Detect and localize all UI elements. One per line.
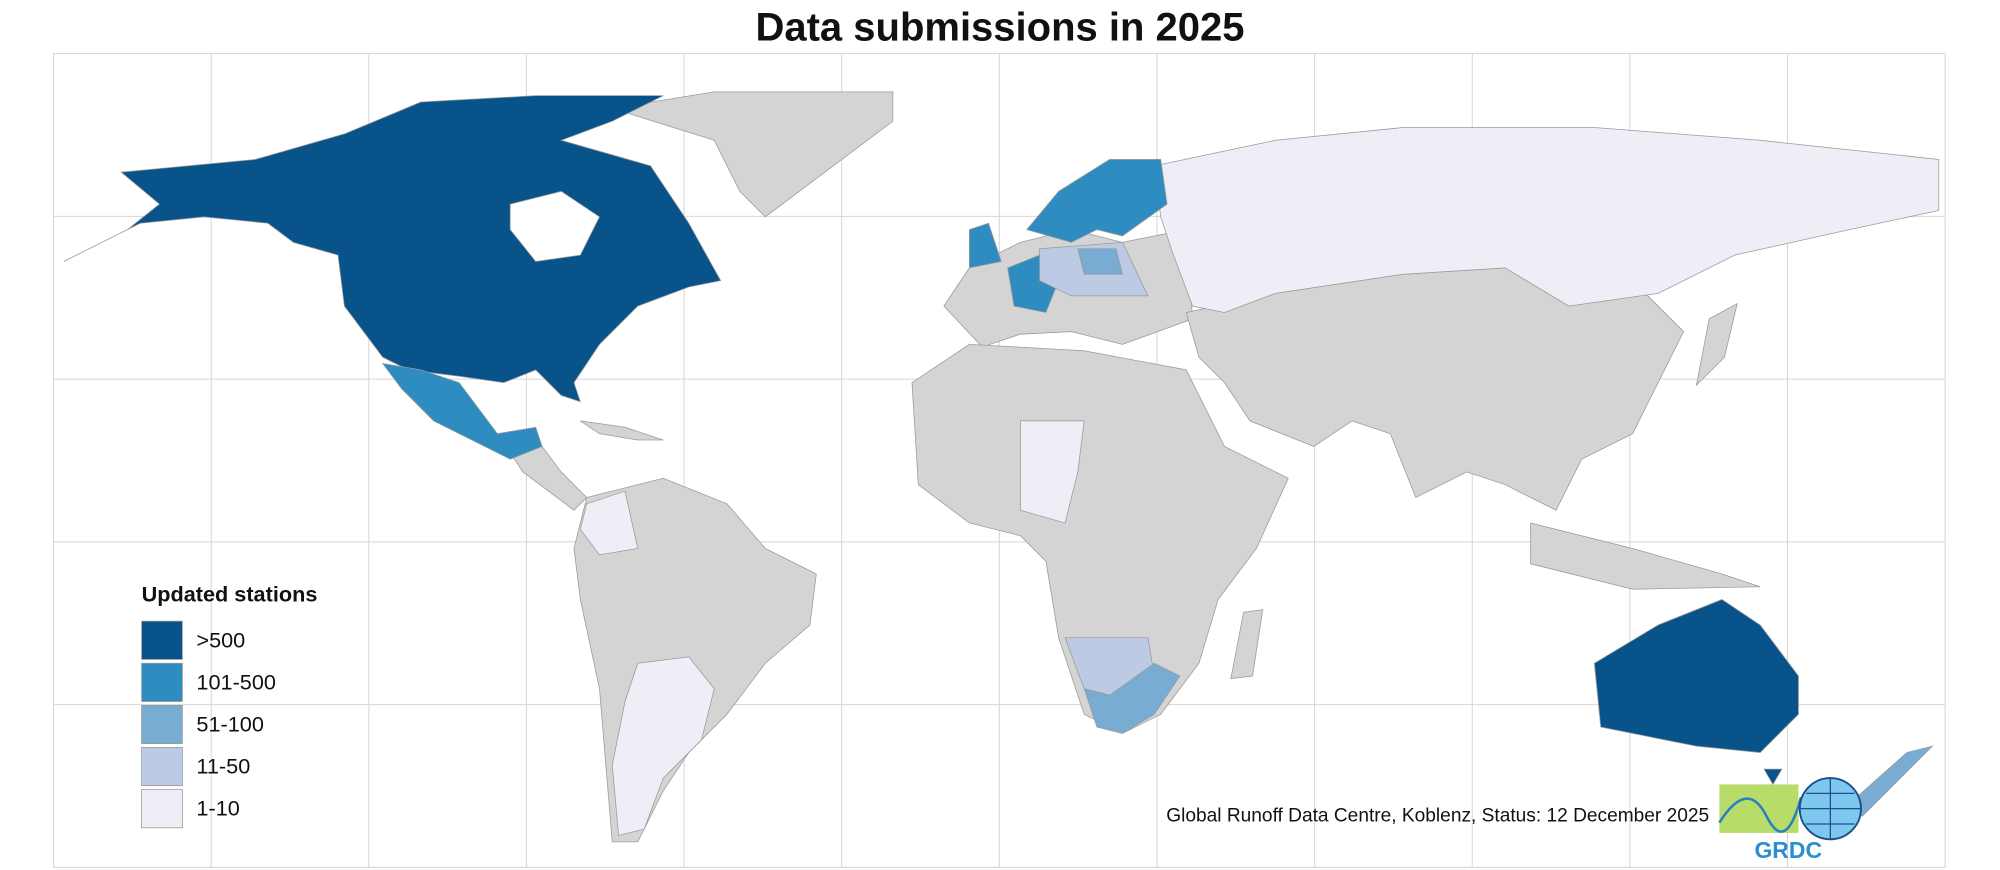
- legend-title: Updated stations: [142, 581, 318, 606]
- countries: [63, 91, 1940, 843]
- legend-label: 1-10: [196, 796, 239, 821]
- legend-label: 11-50: [196, 754, 250, 779]
- credit: Global Runoff Data Centre, Koblenz, Stat…: [1166, 805, 1709, 826]
- legend-label: 51-100: [196, 711, 263, 736]
- legend-swatch: [141, 789, 183, 829]
- logo-graphic: [1719, 784, 1799, 833]
- legend-swatch: [141, 704, 183, 744]
- legend-label: 101-500: [196, 669, 276, 694]
- south-africa: [1083, 662, 1181, 734]
- uk: [968, 222, 1002, 269]
- russia: [1153, 127, 1940, 313]
- map-body: Updated stations >500 101-500 51-100 11-50 1…: [53, 53, 1946, 868]
- logo: GRDC: [1718, 777, 1862, 863]
- map-title: Data submissions in 2025: [755, 6, 1244, 50]
- hudson-bay: [509, 190, 600, 262]
- legend-swatch: [141, 747, 183, 787]
- logo-globe-lines: [1799, 778, 1861, 840]
- central-america: [509, 446, 588, 511]
- logo-wave: [1718, 796, 1803, 833]
- australia: [1593, 599, 1799, 753]
- logo-text: GRDC: [1754, 837, 1822, 863]
- japan: [1695, 302, 1738, 387]
- legend-label: >500: [196, 627, 245, 652]
- poland: [1077, 248, 1123, 275]
- tasmania: [1763, 768, 1783, 786]
- legend-swatch: [141, 620, 183, 660]
- legend-swatch: [141, 662, 183, 702]
- north-america: [63, 95, 722, 403]
- scandinavia: [1026, 159, 1168, 243]
- legend: Updated stations >500 101-500 51-100 11-50 1…: [141, 581, 318, 829]
- argentina-chile: [611, 656, 715, 836]
- greenland: [612, 91, 894, 218]
- west-africa: [1020, 420, 1085, 524]
- indonesia: [1530, 522, 1761, 590]
- mexico: [381, 362, 543, 460]
- colombia: [579, 490, 639, 556]
- africa: [911, 343, 1289, 734]
- caribbean: [580, 420, 664, 441]
- new-zealand: [1848, 745, 1934, 817]
- madagascar: [1230, 609, 1264, 680]
